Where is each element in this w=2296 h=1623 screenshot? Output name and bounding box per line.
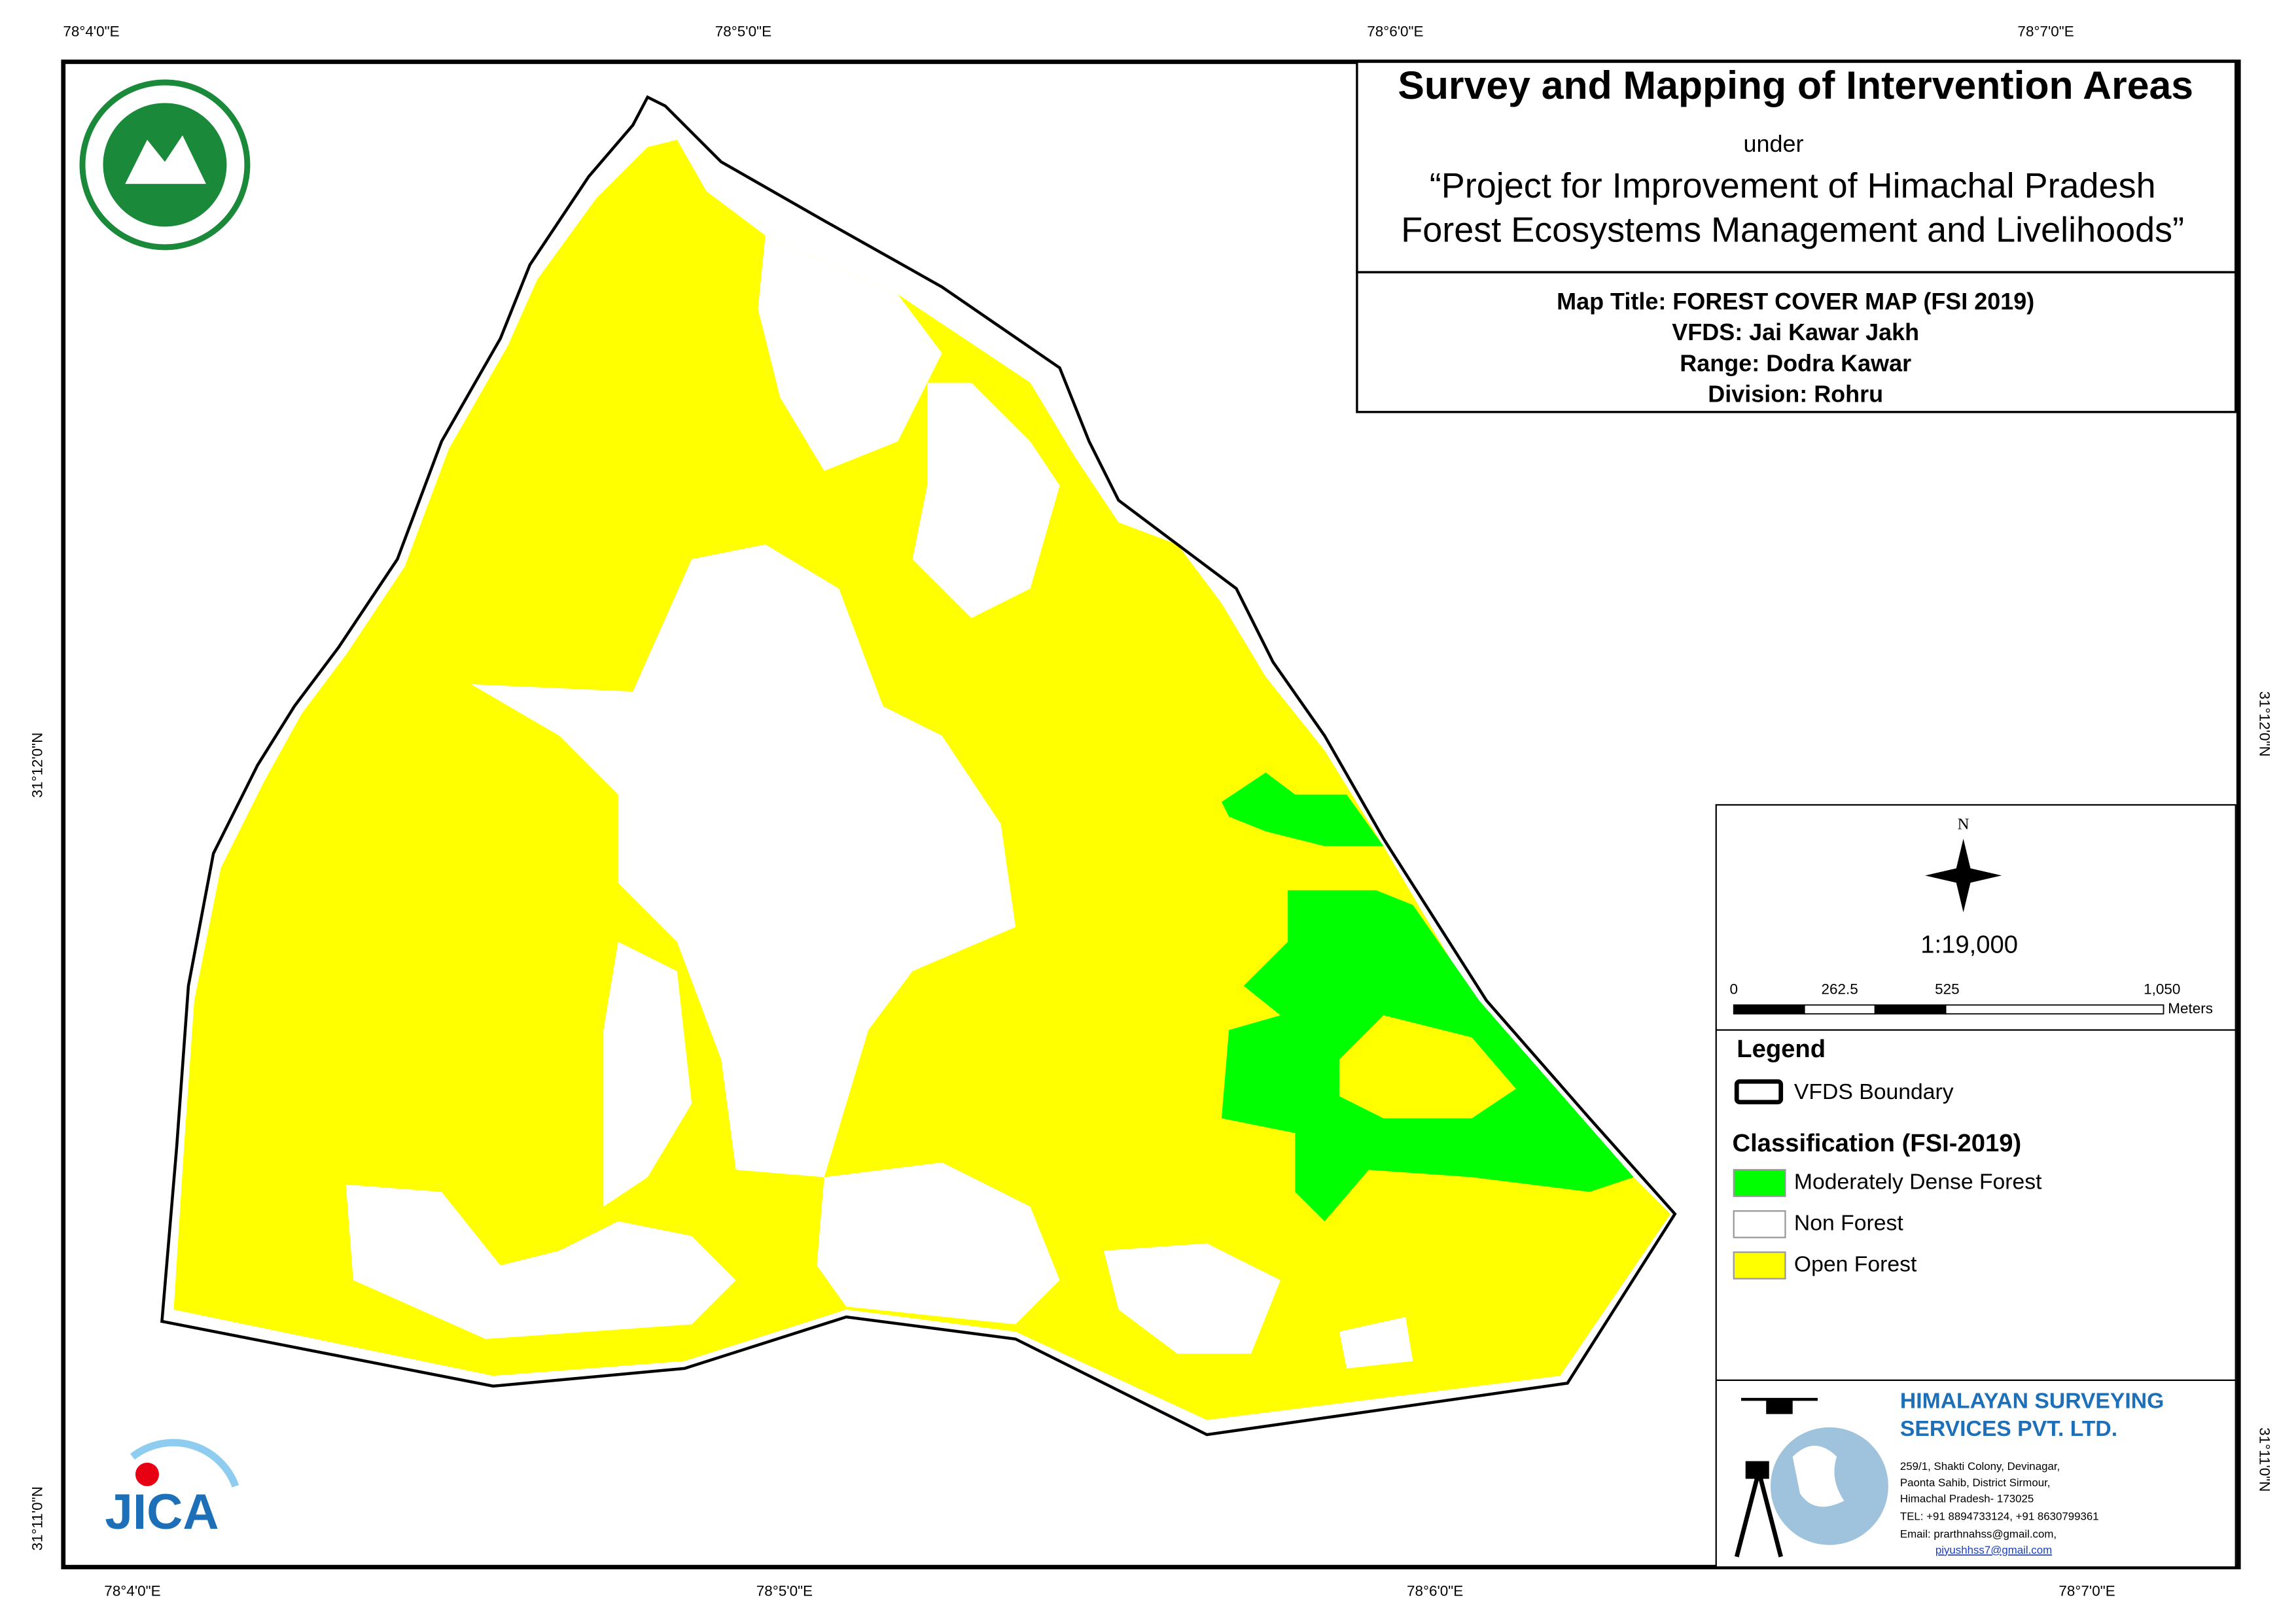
classification-title: Classification (FSI-2019) <box>1732 1129 2021 1157</box>
company-logo <box>1734 1397 1888 1558</box>
legend-swatch <box>1733 1169 1786 1197</box>
map-title: Map Title: FOREST COVER MAP (FSI 2019) <box>1557 288 2034 315</box>
division: Division: Rohru <box>1708 381 1883 408</box>
legend-swatch <box>1733 1210 1786 1238</box>
north-label: N <box>1958 816 1969 833</box>
globe-land <box>1792 1445 1845 1507</box>
scale-label: 1,050 <box>2144 981 2180 998</box>
non-forest <box>470 544 1016 1178</box>
map-frame <box>61 60 2241 1569</box>
logo-arc <box>130 1439 239 1488</box>
info-box <box>1356 271 2237 413</box>
non-forest-patches <box>345 235 1413 1369</box>
logo-dot <box>135 1462 159 1486</box>
vfds: VFDS: Jai Kawar Jakh <box>1672 319 1919 345</box>
email[interactable]: piyushhss7@gmail.com <box>1935 1544 2052 1556</box>
coord-label: 78°4'0"E <box>104 1583 160 1599</box>
legend-label: Non Forest <box>1794 1210 1903 1235</box>
coord-label: 78°6'0"E <box>1367 23 1423 39</box>
address: 259/1, Shakti Colony, Devinagar, <box>1900 1460 2060 1473</box>
non-forest <box>758 235 942 471</box>
scale-ratio: 1:19,000 <box>1920 930 2018 958</box>
legend-swatch <box>1734 1079 1784 1105</box>
non-forest <box>345 1184 736 1339</box>
coord-label: 78°7'0"E <box>2017 23 2074 39</box>
coord-label: 78°5'0"E <box>715 23 771 39</box>
scale-label: 0 <box>1729 981 1738 998</box>
company-name: HIMALAYAN SURVEYING <box>1900 1389 2164 1414</box>
coord-label: 31°11'0"N <box>29 1486 45 1550</box>
address: Email: prarthnahss@gmail.com, <box>1900 1527 2057 1540</box>
legend-label: VFDS Boundary <box>1794 1079 1954 1104</box>
scale-segment <box>1945 1004 2164 1015</box>
dense-forest <box>1221 772 1384 846</box>
range: Range: Dodra Kawar <box>1680 349 1911 376</box>
logo-mountains <box>125 135 206 184</box>
scale-unit: Meters <box>2168 1000 2213 1017</box>
scale-bar <box>1733 1004 2164 1015</box>
coord-label: 31°11'0"N <box>2257 1427 2273 1492</box>
project-line: Forest Ecosystems Management and Livelih… <box>1401 211 2184 250</box>
legend-swatch <box>1733 1251 1786 1280</box>
non-forest <box>1104 1243 1280 1354</box>
tripod <box>1734 1471 1761 1558</box>
coord-label: 78°7'0"E <box>2058 1583 2115 1599</box>
under: under <box>1743 130 1803 157</box>
non-forest <box>817 1162 1060 1325</box>
address: Himachal Pradesh- 173025 <box>1900 1493 2034 1505</box>
coord-label: 31°12'0"N <box>29 733 45 798</box>
logo-text: JICA <box>105 1484 219 1540</box>
drone-body <box>1766 1399 1793 1414</box>
forest-dept-logo <box>79 79 251 251</box>
non-forest <box>912 382 1060 618</box>
non-forest <box>603 941 692 1207</box>
address: TEL: +91 8894733124, +91 8630799361 <box>1900 1510 2099 1523</box>
jica-logo: JICA <box>105 1439 239 1540</box>
scale-label: 262.5 <box>1822 981 1858 998</box>
non-forest <box>1339 1317 1413 1369</box>
scale-segment <box>1803 1004 1876 1015</box>
legend-title: Legend <box>1737 1035 1826 1063</box>
project-line: “Project for Improvement of Himachal Pra… <box>1430 166 2156 205</box>
scale-segment <box>1733 1004 1805 1015</box>
open-forest-inner <box>1339 1015 1516 1119</box>
tripod <box>1756 1471 1783 1558</box>
coord-label: 31°12'0"N <box>2257 691 2273 757</box>
title: Survey and Mapping of Intervention Areas <box>1398 63 2193 107</box>
legend-label: Moderately Dense Forest <box>1794 1169 2042 1194</box>
coord-label: 78°6'0"E <box>1407 1583 1463 1599</box>
address: Paonta Sahib, District Sirmour, <box>1900 1476 2051 1489</box>
north-arrow <box>1925 866 2002 884</box>
coord-label: 78°5'0"E <box>756 1583 813 1599</box>
company-name: SERVICES PVT. LTD. <box>1900 1416 2117 1441</box>
map-body <box>160 95 1677 1437</box>
legend-label: Open Forest <box>1794 1251 1917 1276</box>
coord-label: 78°4'0"E <box>63 23 119 39</box>
title-box <box>1356 60 2237 273</box>
graticule-labels: 78°4'0"E 78°5'0"E 78°6'0"E 78°7'0"E 78°4… <box>29 23 2272 1599</box>
instrument <box>1745 1461 1769 1479</box>
scale-label: 525 <box>1935 981 1960 998</box>
scale-segment <box>1874 1004 1947 1015</box>
vfds-boundary <box>160 95 1677 1437</box>
